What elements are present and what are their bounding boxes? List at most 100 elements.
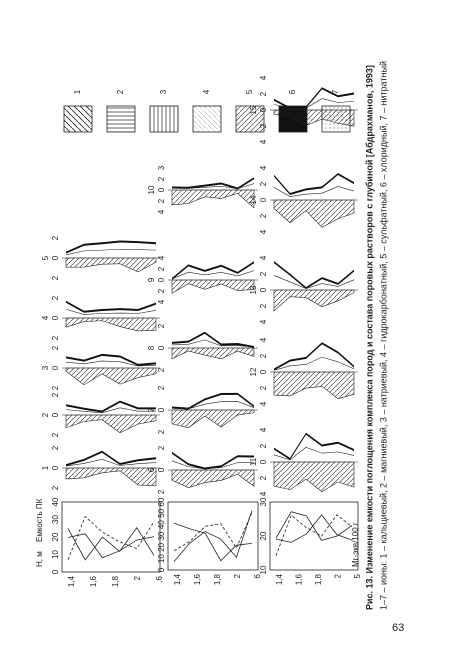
panel-tick: 4 [157, 299, 166, 304]
panel-tick: 0 [157, 467, 166, 472]
panel-tick: 0 [259, 369, 268, 374]
panel-area [66, 353, 156, 366]
panel-tick: 4 [259, 337, 268, 342]
panel-tick: 2 [157, 367, 166, 372]
panel-tick: 2 [157, 198, 166, 203]
capacity-tick: 10 [157, 554, 166, 563]
panel-tick: 3 [157, 165, 166, 170]
panel-area [273, 461, 355, 493]
panel-label: 6 [147, 467, 156, 472]
panel-label: 15 [249, 105, 258, 114]
depth-tick: 1,4 [67, 575, 76, 587]
panel-area [172, 451, 254, 470]
legend-swatch [235, 105, 265, 133]
panel-label: 14 [249, 195, 258, 204]
depth-tick: 1,6 [193, 573, 202, 585]
capacity-tick: 10 [51, 550, 60, 559]
capacity-curve [67, 515, 155, 560]
capacity-tick: 0 [51, 569, 60, 574]
legend-swatch [63, 105, 93, 133]
capacity-tick: 40 [51, 497, 60, 506]
panel-tick: 4 [259, 255, 268, 260]
panel-tick: 0 [51, 255, 60, 260]
panel-label: 5 [41, 255, 50, 260]
panel-tick: 4 [259, 401, 268, 406]
panel-area [274, 172, 354, 196]
panel-area [65, 317, 157, 332]
capacity-curve [173, 512, 253, 552]
panel-curve [273, 356, 355, 371]
depth-tick: 1,8 [314, 573, 323, 585]
panel-tick: 0 [259, 107, 268, 112]
panel-tick: 0 [51, 465, 60, 470]
panel-tick: 2 [51, 485, 60, 490]
panel-tick: 2 [51, 345, 60, 350]
legend-number: 6 [288, 89, 297, 94]
panel-tick: 2 [259, 475, 268, 480]
capacity-tick: 10 [259, 565, 268, 574]
panel-tick: 2 [259, 213, 268, 218]
capacity-frame [167, 501, 259, 571]
depth-label: Н, м [35, 551, 44, 567]
panel-area [273, 199, 355, 228]
panel-area [66, 450, 156, 467]
panel-tick: 2 [51, 335, 60, 340]
panel-area [66, 400, 156, 413]
capacity-curve [67, 533, 155, 559]
legend-number: 7 [331, 89, 340, 94]
panel-curve [65, 407, 157, 414]
capacity-tick: 30 [51, 515, 60, 524]
panel-tick: 2 [157, 288, 166, 293]
rotated-figure: Рис. 13. Изменение емкости поглощения ко… [35, 61, 388, 610]
panel-tick: 0 [51, 315, 60, 320]
legend-number: 4 [202, 89, 211, 94]
depth-tick: 1,8 [111, 575, 120, 587]
panel-area [66, 300, 156, 313]
panel-area [274, 342, 354, 371]
panel-area [65, 257, 157, 273]
capacity-label: Емкость ПК [35, 498, 44, 542]
panel-label: 4 [41, 315, 50, 320]
panel-label: 13 [249, 285, 258, 294]
panel-label: 2 [41, 412, 50, 417]
panel-tick: 0 [259, 459, 268, 464]
capacity-tick: 60 [157, 497, 166, 506]
panel-area [172, 261, 254, 280]
panel-tick: 4 [259, 319, 268, 324]
depth-tick: 1,4 [173, 573, 182, 585]
panel-area [172, 177, 254, 190]
panel-curve [171, 460, 255, 470]
panel-tick: 2 [51, 445, 60, 450]
capacity-frame [61, 501, 161, 573]
panel-area [172, 392, 254, 410]
capacity-tick: 20 [157, 542, 166, 551]
page-number: 63 [392, 622, 404, 634]
panel-curve [171, 183, 255, 190]
panel-curve [171, 270, 255, 280]
panel-tick: 2 [157, 429, 166, 434]
panel-tick: 2 [157, 266, 166, 271]
capacity-tick: 30 [259, 497, 268, 506]
capacity-tick: 50 [157, 508, 166, 517]
panel-tick: 4 [259, 229, 268, 234]
panel-curve [65, 309, 157, 315]
panel-area [65, 414, 157, 434]
panel-tick: 0 [259, 287, 268, 292]
panel-tick: 2 [51, 385, 60, 390]
panel-curve [65, 360, 157, 367]
panel-tick: 0 [51, 412, 60, 417]
panel-tick: 2 [51, 432, 60, 437]
panel-tick: 4 [259, 139, 268, 144]
panel-curve [273, 186, 355, 197]
legend-number: 5 [245, 89, 254, 94]
panel-tick: 2 [259, 91, 268, 96]
panel-tick: 0 [157, 187, 166, 192]
capacity-curve [67, 526, 155, 561]
panel-tick: 2 [259, 353, 268, 358]
depth-tick: 6 [253, 573, 262, 578]
panel-tick: 0 [157, 277, 166, 282]
capacity-tick: 20 [51, 532, 60, 541]
depth-tick: 1,6 [295, 573, 304, 585]
capacity-curve [173, 522, 253, 562]
panel-curve [273, 98, 355, 109]
